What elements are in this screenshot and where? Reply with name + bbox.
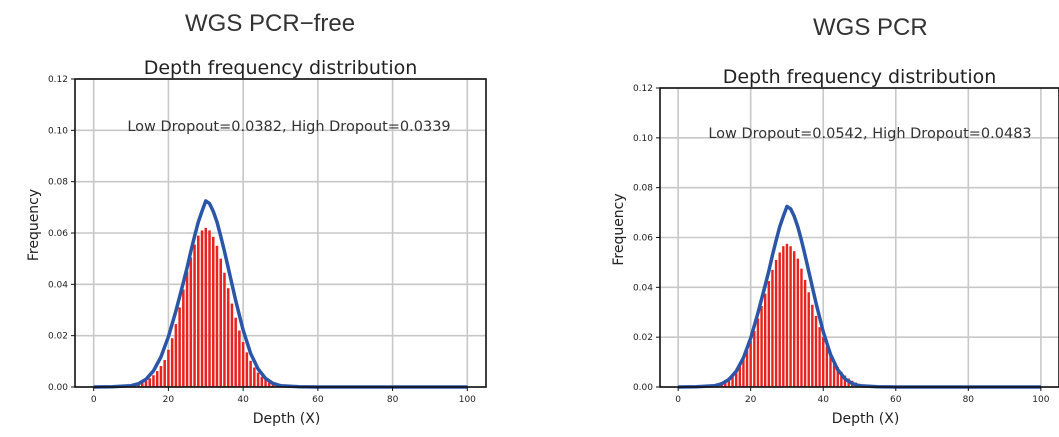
y-tick-label: 0.10 bbox=[633, 134, 653, 144]
histogram-bar bbox=[163, 360, 166, 387]
histogram-bar bbox=[160, 366, 163, 387]
panel-pcr-free: WGS PCR−free 0 20 40 60 80 100 0.00 0.02 0.04 0.0… bbox=[0, 0, 520, 433]
x-tick-label: 60 bbox=[312, 395, 324, 405]
histogram-bar bbox=[246, 352, 249, 387]
y-tick-label: 0.02 bbox=[633, 333, 653, 343]
histogram-bar bbox=[757, 318, 759, 387]
fitted-curve-line bbox=[678, 206, 1041, 387]
histogram-bar bbox=[793, 251, 795, 387]
x-tick-label: 40 bbox=[818, 395, 830, 405]
y-tick-label: 0.12 bbox=[48, 75, 68, 85]
histogram-bar bbox=[249, 361, 252, 387]
histogram-bar bbox=[253, 367, 256, 387]
x-tick-label: 20 bbox=[745, 395, 757, 405]
histogram-bar bbox=[746, 350, 748, 387]
histogram-bar bbox=[811, 305, 813, 387]
histogram-bar bbox=[178, 307, 181, 387]
y-tick-label: 0.06 bbox=[633, 234, 653, 244]
panel-pcr: WGS PCR 0 20 40 60 80 100 0.00 0.02 0.04 0.06 0.08… bbox=[585, 0, 1059, 433]
x-axis-label: Depth (X) bbox=[253, 411, 321, 427]
x-tick-label: 0 bbox=[91, 395, 97, 405]
histogram-bar bbox=[201, 230, 204, 387]
y-tick-label: 0.10 bbox=[48, 126, 68, 136]
y-tick-label: 0.04 bbox=[48, 280, 68, 290]
histogram-bar bbox=[815, 316, 817, 387]
y-tick-label: 0.08 bbox=[48, 178, 68, 188]
histogram-bar bbox=[789, 246, 791, 387]
histogram-bar bbox=[171, 338, 174, 387]
x-tick-label: 60 bbox=[890, 395, 902, 405]
histogram-bar bbox=[219, 259, 222, 387]
histogram-bar bbox=[148, 378, 151, 387]
y-tick-label: 0.06 bbox=[48, 229, 68, 239]
x-tick-label: 40 bbox=[237, 395, 249, 405]
histogram-bar bbox=[227, 288, 230, 387]
x-tick-label: 80 bbox=[963, 395, 975, 405]
y-tick-label: 0.00 bbox=[633, 383, 653, 393]
histogram-bar bbox=[778, 252, 780, 387]
histogram-bar bbox=[175, 324, 178, 387]
histogram-bar bbox=[182, 289, 185, 387]
x-tick-label: 0 bbox=[675, 395, 681, 405]
histogram-bar bbox=[753, 331, 755, 387]
histogram-bar bbox=[797, 259, 799, 387]
histogram-bar bbox=[775, 260, 777, 387]
histogram-bar bbox=[782, 246, 784, 387]
histogram-bar bbox=[818, 327, 820, 387]
histogram-bar bbox=[205, 228, 208, 387]
histogram-bar bbox=[261, 377, 264, 387]
histogram-bar bbox=[167, 350, 170, 387]
histogram-bar bbox=[212, 237, 215, 387]
histogram-bar bbox=[760, 306, 762, 387]
histogram-bar bbox=[152, 375, 155, 387]
histogram-bar bbox=[786, 244, 788, 387]
histogram-bar bbox=[242, 342, 245, 387]
histogram-bar bbox=[764, 294, 766, 387]
y-axis-label: Frequency bbox=[26, 189, 42, 261]
x-tick-label: 100 bbox=[1032, 395, 1049, 405]
y-tick-label: 0.08 bbox=[633, 184, 653, 194]
y-tick-label: 0.00 bbox=[48, 383, 68, 393]
panel-heading-pcr-free: WGS PCR−free bbox=[185, 10, 355, 38]
histogram-bar bbox=[804, 280, 806, 387]
y-axis-label: Frequency bbox=[611, 193, 627, 265]
x-tick-label: 80 bbox=[387, 395, 399, 405]
histogram-bar bbox=[156, 371, 159, 387]
histogram-bar bbox=[771, 270, 773, 387]
histogram-bar bbox=[768, 281, 770, 387]
histogram-bar bbox=[216, 246, 219, 387]
histogram-bar bbox=[257, 373, 260, 387]
x-tick-label: 20 bbox=[163, 395, 175, 405]
panel-heading-pcr: WGS PCR bbox=[813, 14, 928, 42]
dropout-annotation: Low Dropout=0.0382, High Dropout=0.0339 bbox=[127, 119, 450, 135]
depth-chart-pcr: 0 20 40 60 80 100 0.00 0.02 0.04 0.06 0.08 0.10 0.12… bbox=[585, 0, 1059, 433]
y-tick-label: 0.04 bbox=[633, 283, 653, 293]
histogram-bar bbox=[826, 346, 828, 387]
y-tick-label: 0.12 bbox=[633, 84, 653, 94]
histogram-bar bbox=[238, 331, 241, 387]
chart-title: Depth frequency distribution bbox=[723, 66, 997, 88]
depth-chart-pcr-free: 0 20 40 60 80 100 0.00 0.02 0.04 0.06 0.08 0.10 0.12… bbox=[0, 0, 520, 433]
fitted-curve-line bbox=[94, 201, 468, 387]
dropout-annotation: Low Dropout=0.0542, High Dropout=0.0483 bbox=[708, 126, 1031, 142]
histogram-bar bbox=[197, 236, 200, 387]
histogram-bar bbox=[186, 272, 189, 388]
x-axis-label: Depth (X) bbox=[832, 411, 900, 427]
chart-title: Depth frequency distribution bbox=[144, 57, 418, 79]
histogram-bar bbox=[223, 273, 226, 387]
histogram-bar bbox=[193, 245, 196, 387]
histogram-bar bbox=[234, 318, 237, 387]
histogram-bar bbox=[190, 257, 193, 387]
histogram-bar bbox=[822, 337, 824, 387]
histogram-bar bbox=[208, 230, 211, 387]
histogram-bar bbox=[231, 304, 234, 387]
x-tick-label: 100 bbox=[459, 395, 476, 405]
histogram-bar bbox=[808, 292, 810, 387]
histogram-bar bbox=[749, 341, 751, 387]
histogram-bar bbox=[800, 269, 802, 387]
y-tick-label: 0.02 bbox=[48, 332, 68, 342]
